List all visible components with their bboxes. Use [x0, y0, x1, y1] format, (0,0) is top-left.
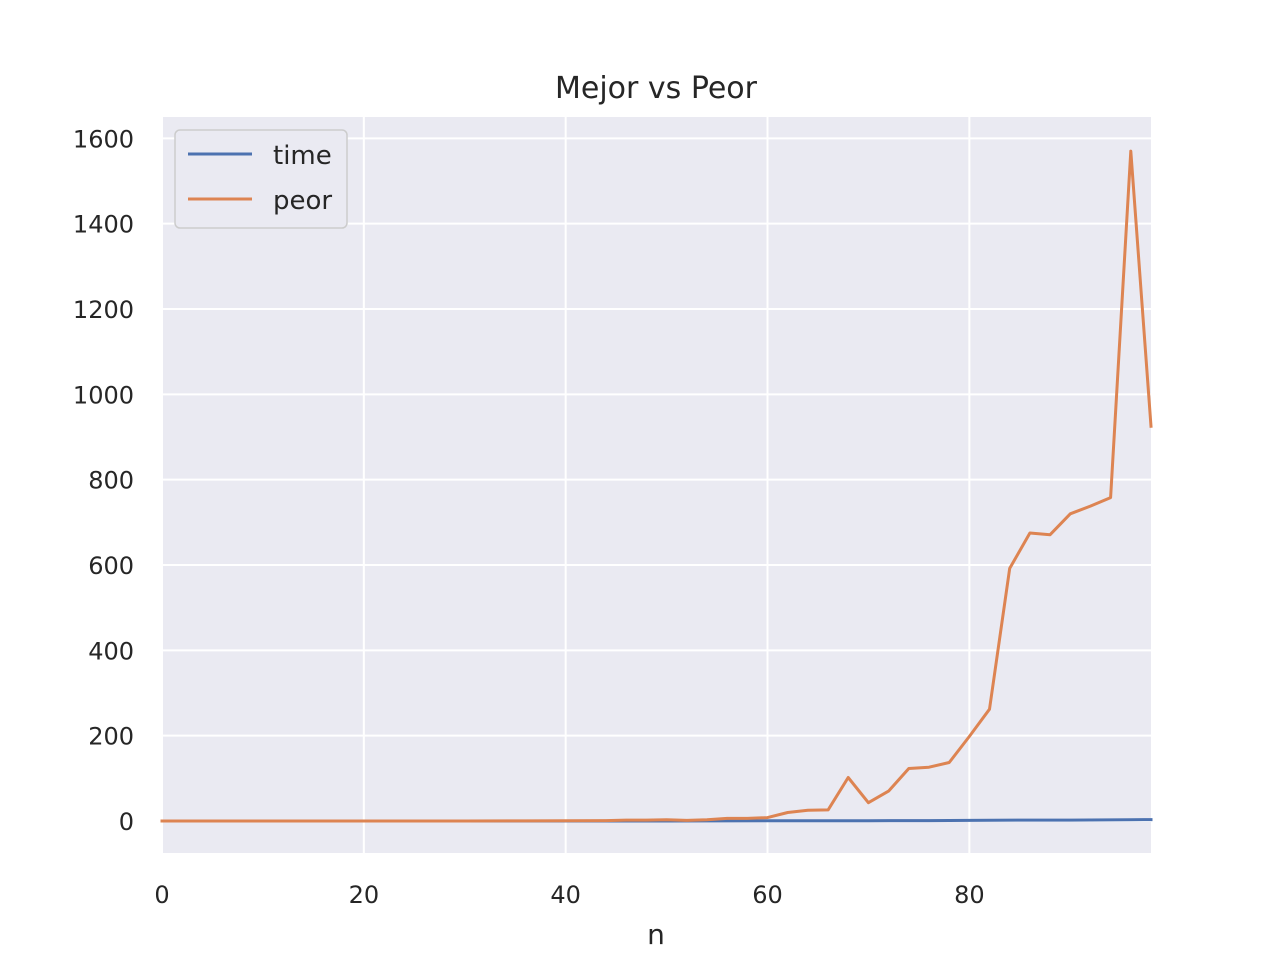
- y-tick-labels: 0 200 400 600 800 1000 1200 1400 1600: [73, 125, 134, 836]
- y-tick-label: 800: [88, 467, 134, 495]
- y-tick-label: 1200: [73, 296, 134, 324]
- series-lines: [160, 149, 1153, 823]
- x-tick-label: 60: [752, 881, 783, 909]
- legend: time peor: [174, 129, 348, 229]
- x-tick-label: 40: [550, 881, 581, 909]
- y-tick-label: 400: [88, 637, 134, 665]
- x-tick-label: 20: [349, 881, 380, 909]
- y-tick-label: 1000: [73, 381, 134, 409]
- y-tick-label: 1400: [73, 211, 134, 239]
- series-line-peor: [160, 149, 1153, 823]
- y-tick-label: 0: [119, 808, 134, 836]
- x-tick-label: 80: [954, 881, 985, 909]
- gridlines: [161, 117, 1151, 853]
- y-tick-label: 1600: [73, 125, 134, 153]
- y-tick-label: 200: [88, 723, 134, 751]
- y-tick-label: 600: [88, 552, 134, 580]
- legend-label-peor: peor: [273, 186, 332, 216]
- x-tick-labels: 0 20 40 60 80: [154, 881, 984, 909]
- plot-area: [162, 117, 1151, 853]
- legend-label-time: time: [273, 141, 332, 171]
- x-tick-label: 0: [154, 881, 169, 909]
- chart-title: Mejor vs Peor: [555, 71, 758, 106]
- x-axis-label: n: [647, 918, 665, 951]
